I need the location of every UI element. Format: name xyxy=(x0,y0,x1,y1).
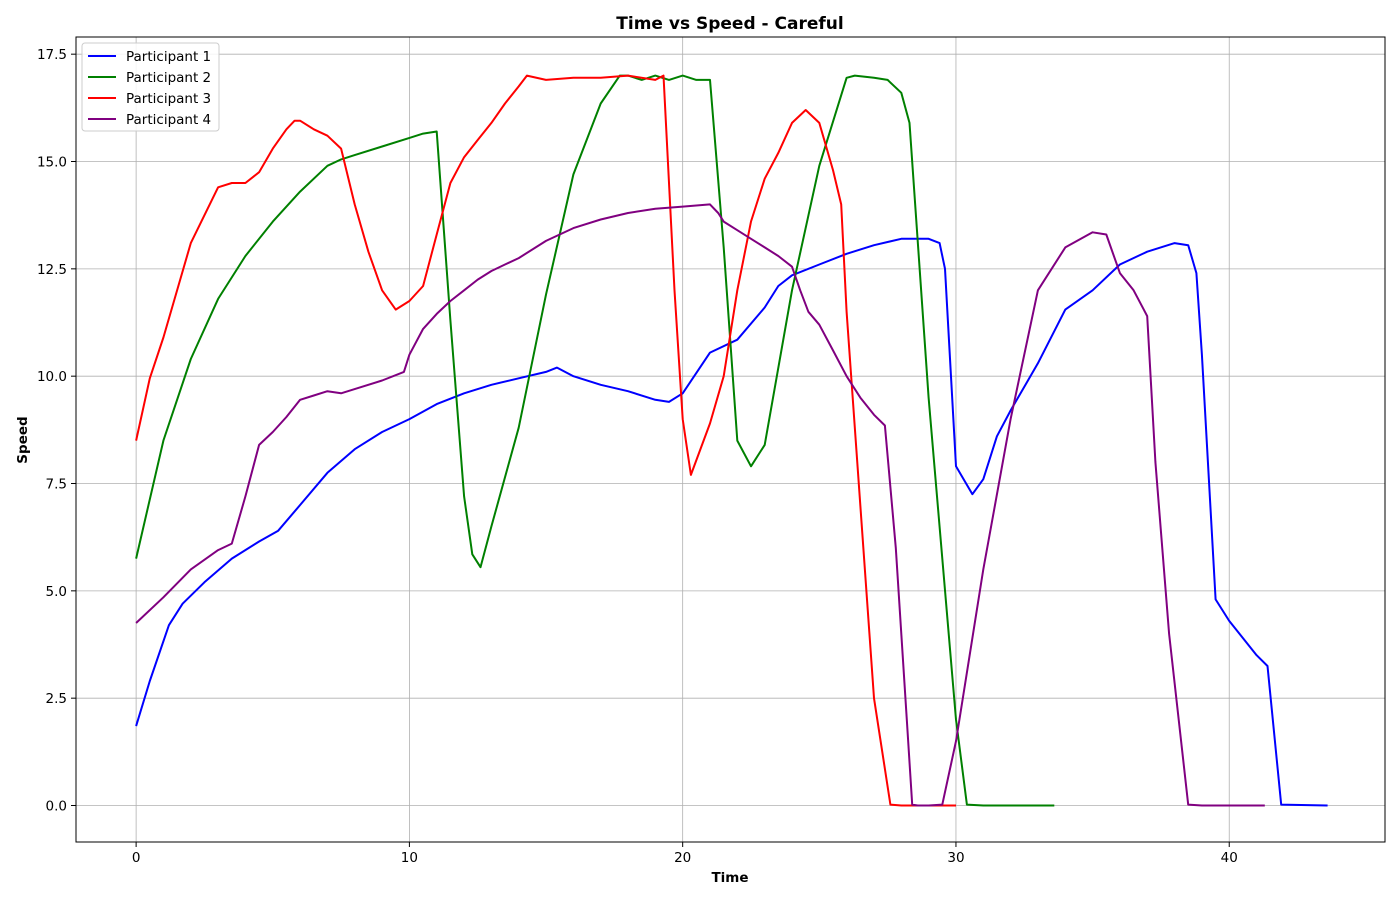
series-line-participant-3 xyxy=(135,74,956,807)
y-tick-label: 0.0 xyxy=(46,799,67,815)
y-tick-label: 2.5 xyxy=(46,691,67,707)
series-line-participant-4 xyxy=(135,203,1265,807)
series-lines xyxy=(135,74,1328,807)
x-axis-label: Time xyxy=(711,870,748,886)
legend-label: Participant 1 xyxy=(126,49,211,65)
ticks: 0 10 20 30 40 0.0 2.5 5.0 7.5 10.0 12.5 15.0 17.5 xyxy=(37,47,1238,866)
chart-title: Time vs Speed - Careful xyxy=(616,14,843,34)
y-tick-label: 7.5 xyxy=(46,477,67,493)
plot-area-frame xyxy=(75,36,1386,843)
y-tick-label: 15.0 xyxy=(37,155,67,171)
legend: Participant 1 Participant 2 Participant 3 P… xyxy=(81,42,220,132)
x-tick-label: 40 xyxy=(1221,850,1238,866)
legend-label: Participant 3 xyxy=(126,91,211,107)
y-tick-label: 17.5 xyxy=(37,47,67,63)
legend-label: Participant 4 xyxy=(126,112,211,128)
y-axis-label: Speed xyxy=(15,416,31,463)
x-tick-label: 0 xyxy=(132,850,141,866)
legend-label: Participant 2 xyxy=(126,70,211,86)
x-tick-label: 30 xyxy=(947,850,964,866)
y-tick-label: 5.0 xyxy=(46,584,67,600)
x-tick-label: 10 xyxy=(401,850,418,866)
legend-box xyxy=(81,42,220,132)
y-tick-label: 10.0 xyxy=(37,369,67,385)
x-tick-label: 20 xyxy=(674,850,691,866)
series-line-participant-1 xyxy=(135,237,1328,807)
y-tick-label: 12.5 xyxy=(37,262,67,278)
series-line-participant-2 xyxy=(135,74,1055,807)
grid xyxy=(76,37,1385,842)
